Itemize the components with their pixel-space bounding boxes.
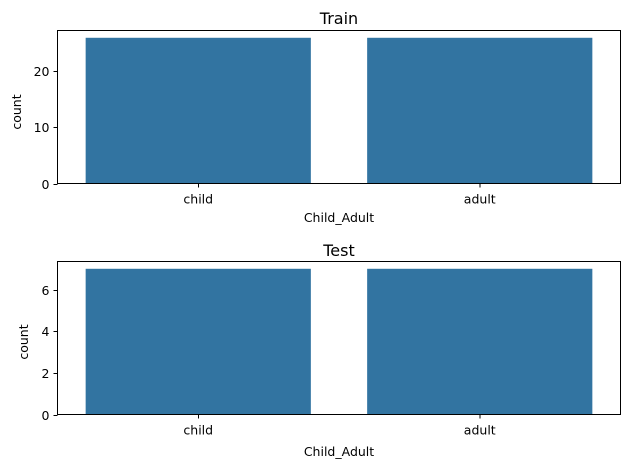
train-y-axis-label: count — [9, 94, 24, 129]
train-y-tick-label: 0 — [42, 177, 50, 192]
test-bar-adult — [367, 268, 593, 415]
train-x-tick-label-adult: adult — [464, 192, 496, 207]
test-y-tick-label: 4 — [42, 324, 50, 339]
test-title: Test — [322, 241, 355, 260]
train-x-axis-label: Child_Adult — [304, 210, 374, 225]
train-plot-frame — [57, 30, 621, 184]
test-x-ticks: child adult — [183, 414, 496, 438]
test-plot-frame — [57, 261, 621, 415]
train-x-tick-label-child: child — [183, 192, 213, 207]
train-y-ticks: 0 10 20 — [34, 64, 58, 192]
train-title: Train — [319, 9, 358, 28]
test-y-tick-label: 6 — [42, 283, 50, 298]
train-bar-adult — [367, 37, 593, 184]
train-y-tick-label: 20 — [34, 64, 50, 79]
train-subplot: Train count Child_Adult child adult 0 10 20 — [9, 9, 621, 225]
test-x-tick-label-child: child — [183, 423, 213, 438]
test-bars — [85, 268, 593, 415]
train-x-ticks: child adult — [183, 183, 496, 207]
train-y-tick-label: 10 — [34, 120, 50, 135]
test-bar-child — [85, 268, 311, 415]
test-x-tick-label-adult: adult — [464, 423, 496, 438]
test-subplot: Test count Child_Adult child adult 0 2 4 6 — [16, 241, 621, 459]
test-y-axis-label: count — [16, 324, 31, 359]
train-bars — [85, 37, 593, 184]
test-y-tick-label: 2 — [42, 366, 50, 381]
train-bar-child — [85, 37, 311, 184]
test-y-ticks: 0 2 4 6 — [42, 283, 58, 423]
test-x-axis-label: Child_Adult — [304, 444, 374, 459]
test-y-tick-label: 0 — [42, 408, 50, 423]
